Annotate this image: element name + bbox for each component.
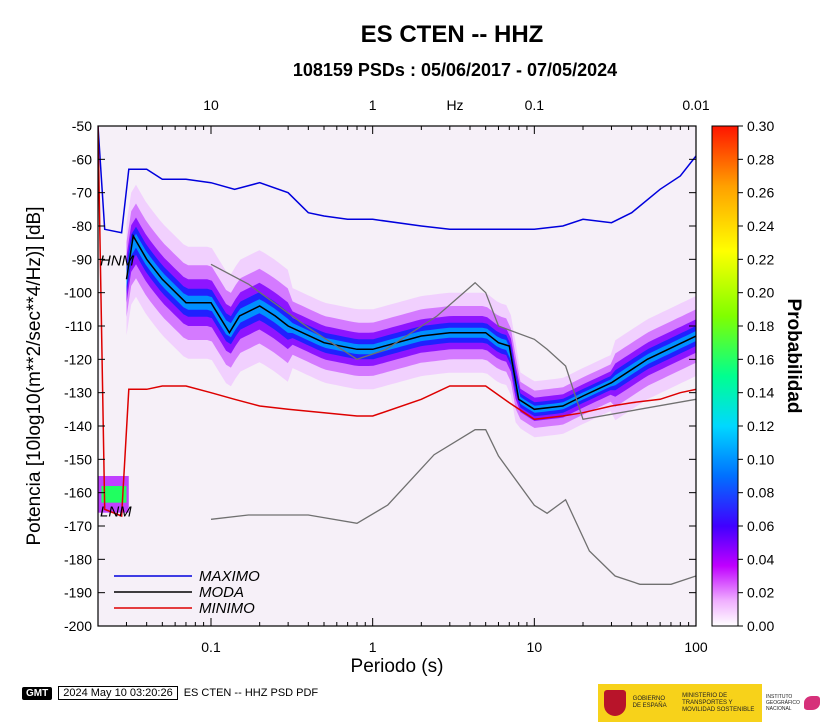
colorbar-tick-label: 0.28: [747, 151, 774, 167]
legend-label-maximo: MAXIMO: [199, 568, 260, 585]
coat-of-arms-icon: [604, 690, 626, 716]
y-tick-label: -100: [64, 285, 92, 301]
y-tick-label: -200: [64, 618, 92, 634]
pdf-density: [98, 126, 696, 585]
x-tick-label: 0.1: [201, 639, 221, 655]
density-mid: [126, 203, 696, 428]
y-tick-label: -110: [65, 318, 92, 334]
legend-label-moda: MODA: [199, 584, 244, 601]
ign-mark-icon: [804, 696, 820, 710]
x-tick-label: 1: [369, 639, 377, 655]
y-axis-title: Potencia [10log10(m**2/sec**4/Hz)] [dB]: [24, 206, 45, 545]
series-line-maximo: [98, 126, 696, 234]
colorbar-tick-label: 0.00: [747, 618, 774, 634]
y-tick-label: -190: [64, 585, 92, 601]
y-tick-label: -180: [64, 551, 92, 567]
gmt-logo: GMT: [22, 686, 53, 700]
axes: 0.1 1 10 100 10 1 0.1 0.01 Hz -50 -60 -70 -80 -90 -100…: [24, 97, 710, 677]
psd-pdf-chart: ES CTEN -- HHZ 108159 PSDs : 05/06/2017 …: [24, 21, 804, 677]
top-tick-label: 0.1: [525, 97, 545, 113]
hnm-label: HNM: [100, 252, 135, 269]
x-tick-label: 100: [684, 639, 708, 655]
gobierno-text: GOBIERNO DE ESPAÑA: [632, 696, 667, 709]
colorbar-tick-label: 0.22: [747, 251, 774, 267]
low-cluster-peak: [101, 486, 127, 503]
colorbar-tick-label: 0.16: [747, 351, 774, 367]
ministerio-text: MINISTERIO DE TRANSPORTES Y MOVILIDAD SO…: [682, 692, 755, 713]
colorbar-tick-label: 0.10: [747, 451, 774, 467]
y-tick-label: -140: [64, 418, 92, 434]
y-tick-label: -150: [64, 451, 92, 467]
footer: GMT 2024 May 10 03:20:26 ES CTEN -- HHZ …: [22, 686, 318, 700]
colorbar-tick-label: 0.14: [747, 385, 774, 401]
government-logo-banner: GOBIERNO DE ESPAÑA MINISTERIO DE TRANSPO…: [598, 684, 824, 722]
y-tick-label: -70: [72, 185, 92, 201]
density-outer: [126, 184, 696, 438]
plot-area: HNM LNM: [98, 126, 696, 626]
chart-title: ES CTEN -- HHZ: [361, 21, 544, 48]
timestamp: 2024 May 10 03:20:26: [58, 686, 178, 700]
top-axis-label: Hz: [446, 97, 463, 113]
colorbar-tick-label: 0.02: [747, 585, 774, 601]
colorbar-tick-label: 0.24: [747, 218, 774, 234]
colorbar-tick-label: 0.06: [747, 518, 774, 534]
series-line-minimo: [98, 126, 696, 518]
y-tick-label: -90: [72, 251, 92, 267]
colorbar-tick-label: 0.12: [747, 418, 774, 434]
y-tick-label: -80: [72, 218, 92, 234]
ign-logo: INSTITUTO GEOGRÁFICO NACIONAL: [762, 684, 824, 722]
y-tick-label: -160: [64, 485, 92, 501]
y-tick-label: -60: [72, 151, 92, 167]
colorbar-tick-label: 0.20: [747, 285, 774, 301]
colorbar-tick-label: 0.26: [747, 185, 774, 201]
instituto-text: INSTITUTO GEOGRÁFICO NACIONAL: [766, 694, 800, 712]
colorbar-title: Probabilidad: [783, 298, 804, 413]
colorbar-tick-label: 0.18: [747, 318, 774, 334]
y-tick-label: -120: [64, 351, 92, 367]
x-tick-label: 10: [527, 639, 543, 655]
legend-label-minimo: MINIMO: [199, 600, 255, 617]
top-tick-label: 1: [369, 97, 377, 113]
y-tick-label: -50: [72, 118, 92, 134]
colorbar-tick-label: 0.30: [747, 118, 774, 134]
x-axis-title: Periodo (s): [351, 656, 444, 677]
colorbar-tick-label: 0.08: [747, 485, 774, 501]
colorbar-scale: [711, 125, 739, 627]
series-line-nlnm: [210, 429, 696, 585]
colorbar-tick-label: 0.04: [747, 551, 774, 567]
y-tick-label: -130: [64, 385, 92, 401]
top-tick-label: 10: [203, 97, 219, 113]
colorbar: 0.00 0.02 0.04 0.06 0.08 0.10 0.12 0.14 0.16 0.18…: [711, 118, 804, 634]
series-line-nhnm: [210, 263, 696, 421]
top-tick-label: 0.01: [682, 97, 709, 113]
plot-frame: [97, 125, 697, 627]
y-tick-label: -170: [64, 518, 92, 534]
chart-subtitle: 108159 PSDs : 05/06/2017 - 07/05/2024: [293, 60, 617, 80]
footer-caption: ES CTEN -- HHZ PSD PDF: [183, 687, 319, 699]
lnm-label: LNM: [100, 503, 132, 520]
series-line-moda: [125, 233, 696, 411]
